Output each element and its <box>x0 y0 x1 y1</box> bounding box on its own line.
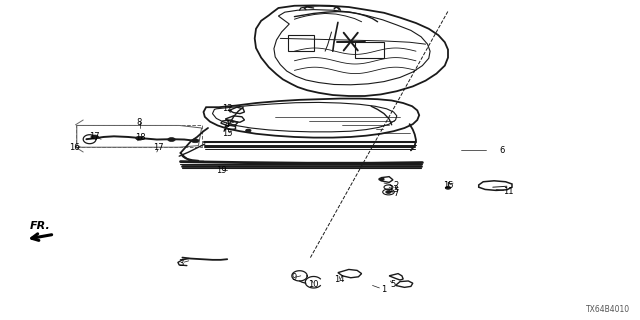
Circle shape <box>445 187 451 189</box>
Circle shape <box>246 129 251 132</box>
Text: 2: 2 <box>393 181 398 190</box>
Text: 6: 6 <box>500 146 505 155</box>
Text: 8: 8 <box>137 118 142 127</box>
Text: 14: 14 <box>334 275 344 284</box>
Text: 17: 17 <box>154 143 164 152</box>
Text: 10: 10 <box>308 280 319 289</box>
Circle shape <box>136 136 143 140</box>
Text: 15: 15 <box>222 129 232 138</box>
Text: 11: 11 <box>504 187 514 196</box>
Circle shape <box>191 139 199 143</box>
Text: 16: 16 <box>69 143 79 152</box>
Text: 19: 19 <box>216 166 227 175</box>
Text: 5: 5 <box>390 280 396 289</box>
Text: 13: 13 <box>388 185 399 194</box>
Text: TX64B4010: TX64B4010 <box>586 305 630 314</box>
Circle shape <box>168 138 175 141</box>
Text: 3: 3 <box>179 259 184 268</box>
Text: 17: 17 <box>90 132 100 141</box>
Text: 15: 15 <box>443 181 453 190</box>
Circle shape <box>379 178 384 180</box>
Circle shape <box>386 191 391 193</box>
Text: FR.: FR. <box>29 221 50 231</box>
Text: 1: 1 <box>381 285 387 294</box>
Text: 7: 7 <box>393 189 398 198</box>
Text: 18: 18 <box>136 133 146 142</box>
Circle shape <box>91 135 99 139</box>
Text: 4: 4 <box>225 120 230 129</box>
Text: 9: 9 <box>292 273 297 282</box>
Text: 12: 12 <box>222 104 232 113</box>
